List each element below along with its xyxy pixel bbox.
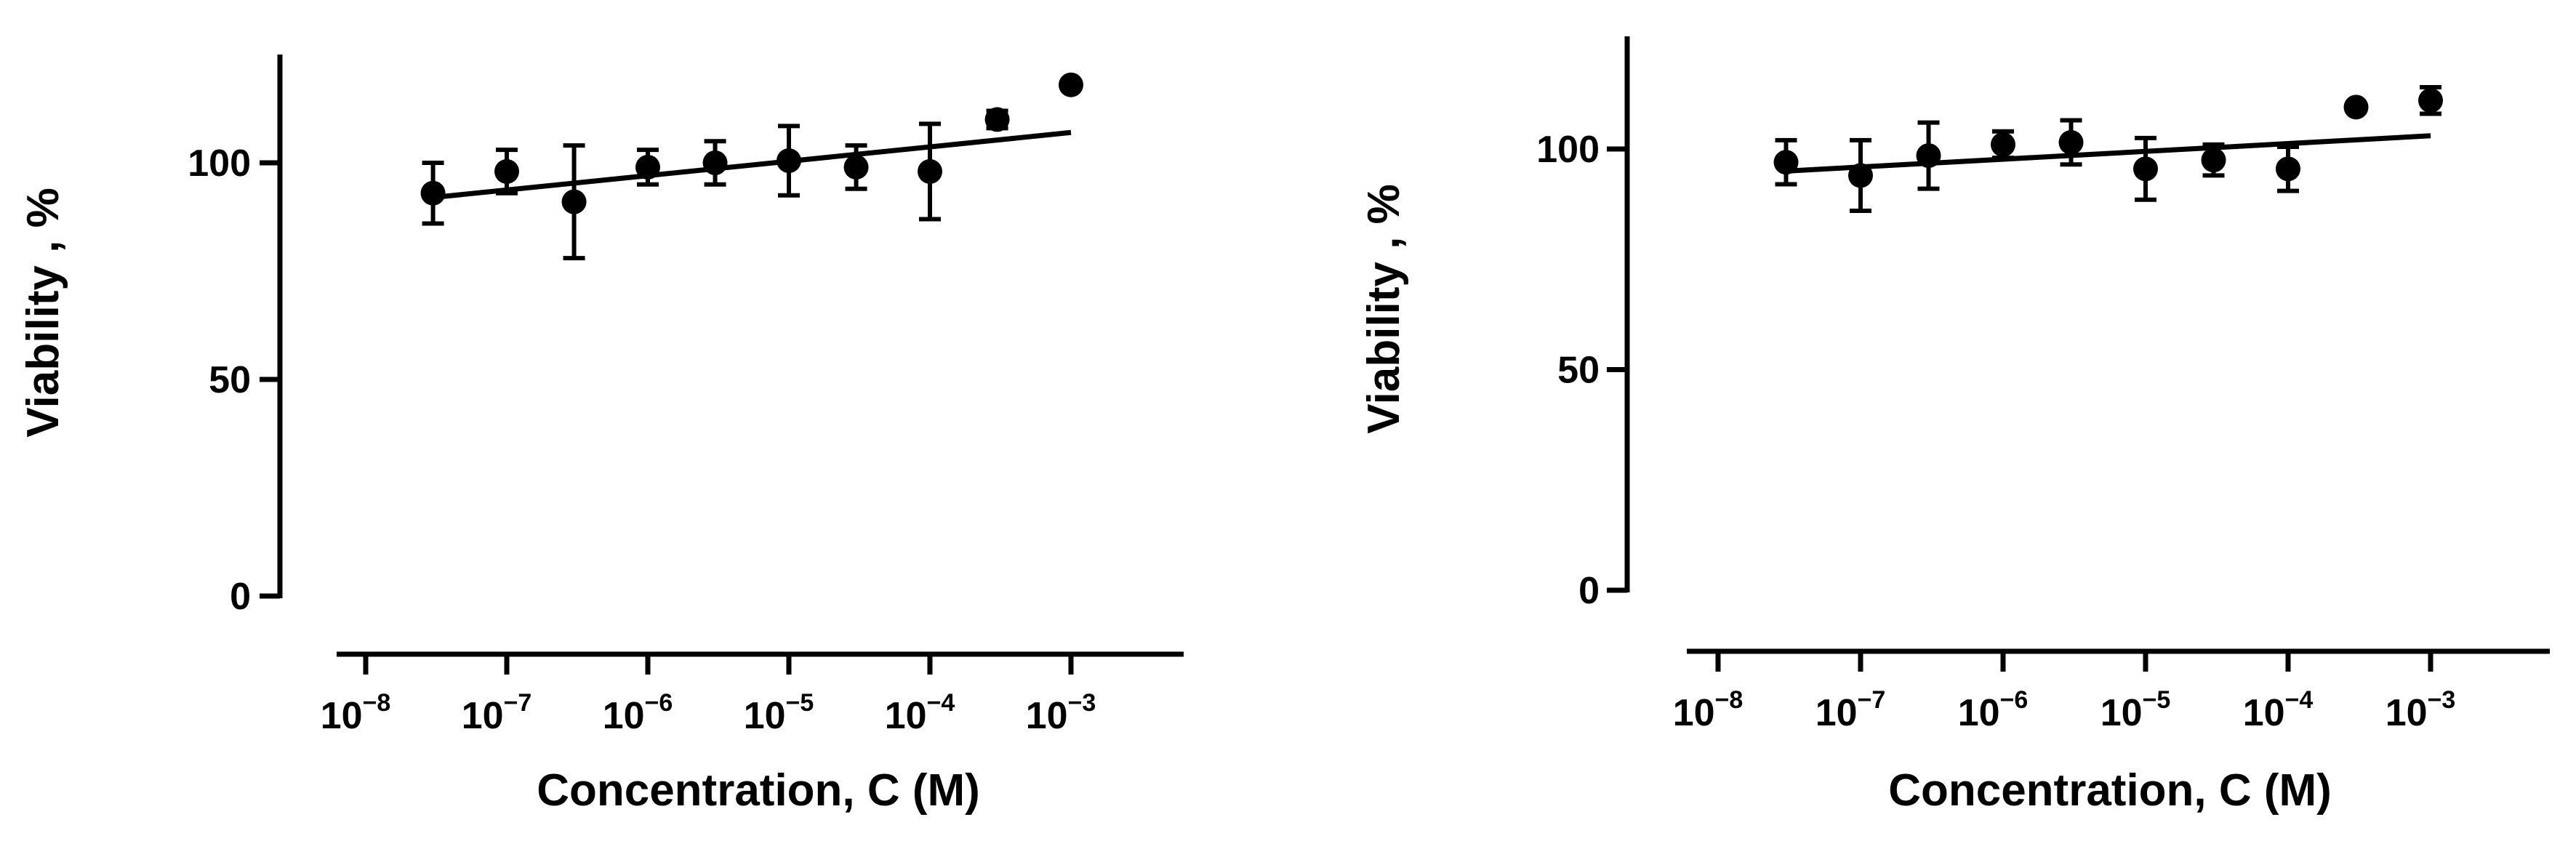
x-tick-label: 10−5 <box>2100 686 2171 734</box>
x-tick-label: 10−8 <box>321 689 391 737</box>
y-tick-label: 0 <box>230 576 251 618</box>
data-point <box>1059 72 1083 97</box>
y-axis-title: Viability , % <box>18 188 68 437</box>
x-tick-label: 10−5 <box>744 689 814 737</box>
x-tick-label: 10−8 <box>1673 686 1744 734</box>
data-point <box>2276 156 2300 182</box>
data-point <box>420 180 446 206</box>
data-point <box>843 154 869 180</box>
x-axis-title: Concentration, C (M) <box>1888 765 2332 816</box>
data-point <box>2133 156 2158 182</box>
data-point <box>1773 150 1799 175</box>
y-tick-label: 50 <box>1557 350 1600 392</box>
x-tick-label: 10−7 <box>462 689 532 737</box>
data-point <box>561 189 587 214</box>
x-tick-label: 10−4 <box>885 689 955 737</box>
y-tick-label: 50 <box>209 359 251 401</box>
data-point <box>702 150 728 175</box>
data-point <box>2343 94 2369 120</box>
data-point <box>2201 148 2226 173</box>
x-tick-label: 10−6 <box>1958 686 2029 734</box>
y-tick-label: 0 <box>1578 570 1600 612</box>
fit-line <box>433 129 1072 201</box>
x-tick-label: 10−7 <box>1815 686 1886 734</box>
data-point <box>777 148 801 174</box>
x-axis-title: Concentration, C (M) <box>537 765 980 816</box>
data-point <box>2058 129 2084 155</box>
data-point <box>2418 88 2443 113</box>
y-tick-label: 100 <box>188 142 251 185</box>
data-point <box>1991 132 2015 157</box>
x-tick-label: 10−3 <box>1026 689 1096 737</box>
x-tick-label: 10−6 <box>603 689 673 737</box>
x-tick-label: 10−3 <box>2386 686 2456 734</box>
data-point <box>1848 163 1873 188</box>
left-chart-panel: 0 50 100 10−8 10−7 10−6 10−5 10−4 10−3 Viability … <box>18 55 1184 816</box>
y-axis-title: Viability , % <box>1359 184 1409 433</box>
data-point <box>494 158 519 184</box>
data-point <box>635 154 660 180</box>
fit-line <box>1786 133 2431 174</box>
data-point <box>1916 143 1941 169</box>
data-point <box>984 107 1010 132</box>
x-tick-label: 10−4 <box>2243 686 2314 734</box>
right-chart-panel: 0 50 100 10−8 10−7 10−6 10−5 10−4 10−3 Viability … <box>1359 36 2550 816</box>
data-point <box>918 158 942 184</box>
y-tick-label: 100 <box>1536 129 1600 171</box>
